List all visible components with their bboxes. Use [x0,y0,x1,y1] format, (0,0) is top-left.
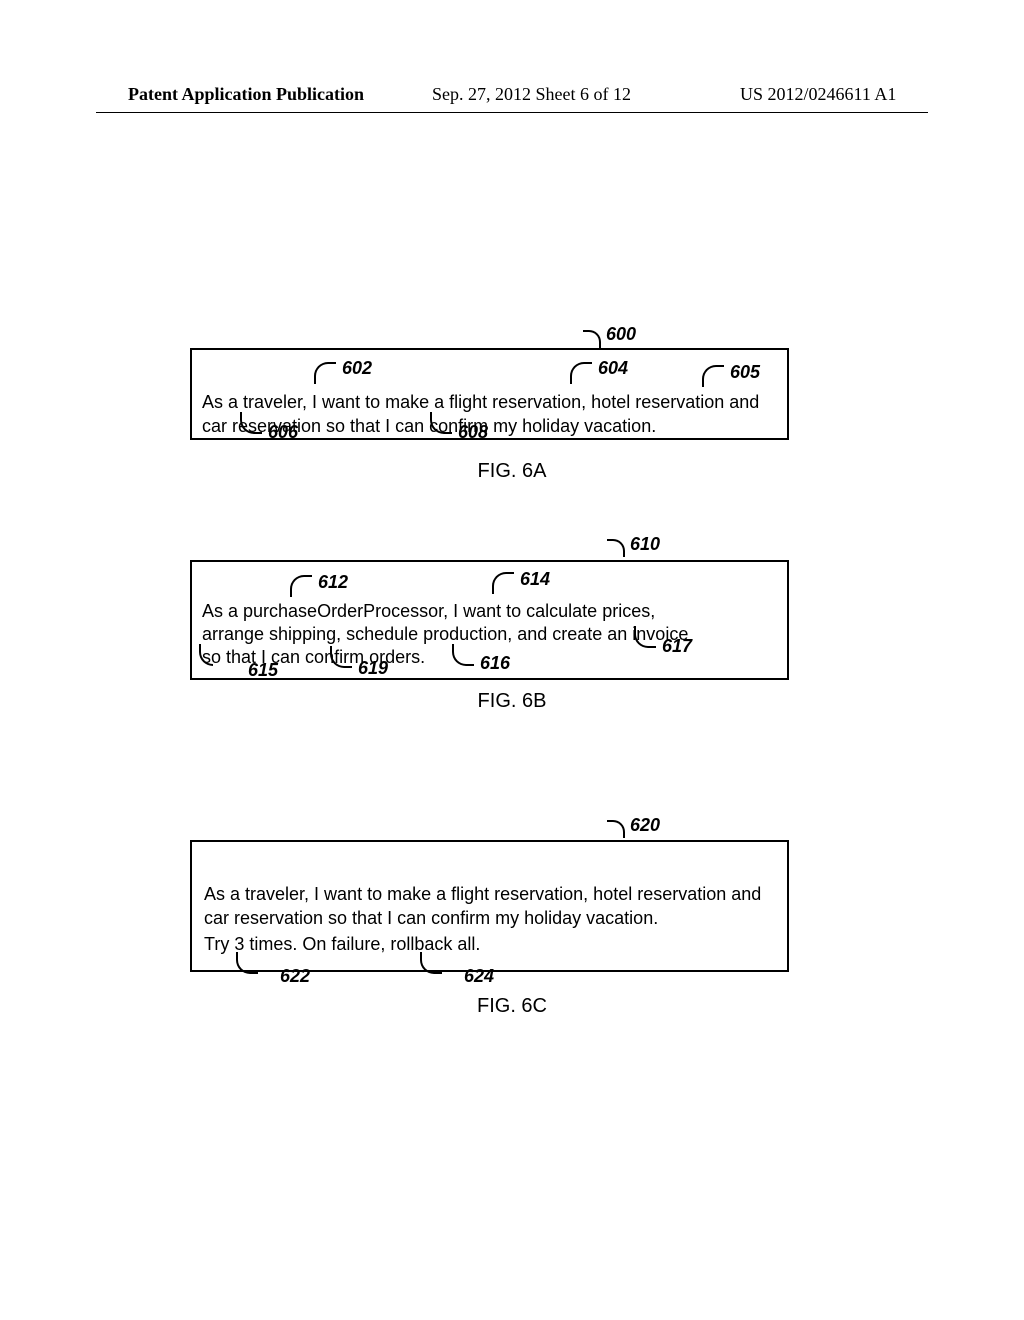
hook-605 [702,365,724,387]
ref-600: 600 [606,324,636,345]
header-rule [96,112,928,113]
ref-617: 617 [662,636,692,657]
hook-604 [570,362,592,384]
hook-602 [314,362,336,384]
ref-614: 614 [520,569,550,590]
ref-604: 604 [598,358,628,379]
fig6c-box: As a traveler, I want to make a flight r… [190,840,789,972]
fig6b-caption: FIG. 6B [0,690,1024,713]
ref-616: 616 [480,653,510,674]
fig6c-text-line2: Try 3 times. On failure, rollback all. [204,932,782,956]
hook-612 [290,575,312,597]
fig6c-text-line1: As a traveler, I want to make a flight r… [204,882,782,931]
fig6b-text-line1: As a purchaseOrderProcessor, I want to c… [202,599,782,623]
ref-624: 624 [464,966,494,987]
fig6b-text-line2: arrange shipping, schedule production, a… [202,622,782,646]
header-left-text: Patent Application Publication [128,84,364,105]
header-mid-text: Sep. 27, 2012 Sheet 6 of 12 [432,84,631,105]
header-right-text: US 2012/0246611 A1 [740,84,896,105]
ref-620: 620 [630,815,660,836]
ref-610: 610 [630,534,660,555]
ref-608: 608 [458,422,488,443]
ref-622: 622 [280,966,310,987]
hook-620 [607,820,625,838]
fig6a-caption: FIG. 6A [0,460,1024,483]
fig6c-caption: FIG. 6C [0,995,1024,1018]
hook-610 [607,539,625,557]
ref-612: 612 [318,572,348,593]
hook-600 [583,330,601,348]
ref-605: 605 [730,362,760,383]
ref-615: 615 [248,660,278,681]
ref-606: 606 [268,422,298,443]
ref-619: 619 [358,658,388,679]
hook-614 [492,572,514,594]
ref-602: 602 [342,358,372,379]
